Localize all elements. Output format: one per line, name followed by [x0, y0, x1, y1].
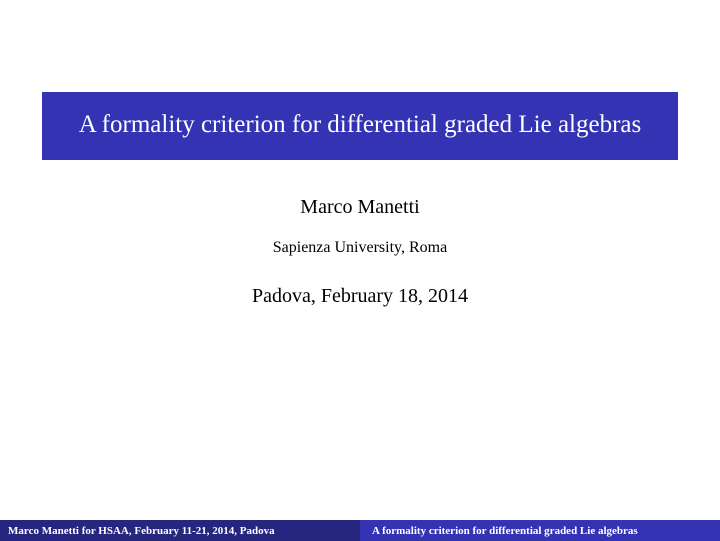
footer-bar: Marco Manetti for HSAA, February 11-21, … [0, 520, 720, 541]
footer-right: A formality criterion for differential g… [360, 520, 720, 541]
footer-left: Marco Manetti for HSAA, February 11-21, … [0, 520, 360, 541]
slide: A formality criterion for differential g… [0, 0, 720, 541]
affiliation: Sapienza University, Roma [273, 239, 447, 257]
author: Marco Manetti [300, 196, 419, 219]
title-block: A formality criterion for differential g… [42, 92, 678, 160]
footer-right-text: A formality criterion for differential g… [372, 525, 638, 537]
date: Padova, February 18, 2014 [252, 285, 468, 308]
slide-title: A formality criterion for differential g… [79, 111, 642, 138]
slide-content: A formality criterion for differential g… [0, 0, 720, 520]
footer-left-text: Marco Manetti for HSAA, February 11-21, … [8, 525, 275, 537]
